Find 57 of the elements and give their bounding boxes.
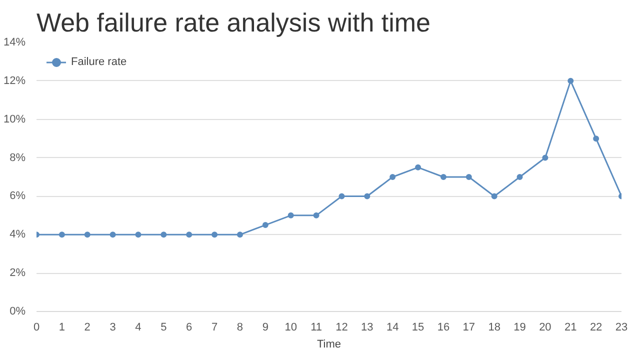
point (440, 174, 446, 180)
x-tick-label: 6 (186, 322, 192, 334)
x-tick-label: 22 (590, 322, 602, 334)
x-tick-label: 0 (33, 322, 40, 334)
legend-label: Failure rate (71, 56, 127, 68)
x-tick-label: 2 (84, 322, 90, 334)
x-tick-label: 17 (462, 322, 476, 334)
point (568, 78, 574, 84)
point (593, 136, 600, 142)
point (84, 232, 90, 238)
x-tick-label: 10 (284, 322, 297, 334)
x-tick-label: 12 (336, 322, 348, 334)
x-tick-label: 14 (386, 322, 399, 334)
x-tick-label: 8 (236, 322, 244, 334)
point (110, 232, 116, 238)
y-tick-label: 10% (3, 113, 26, 126)
x-tick-label: 1 (58, 322, 65, 334)
point (313, 212, 320, 218)
x-axis-title: Time (316, 338, 342, 350)
point (466, 174, 472, 180)
x-tick-label: 20 (539, 322, 552, 334)
x-tick-label: 21 (564, 322, 577, 334)
x-tick-label: 13 (361, 322, 374, 334)
x-tick-label: 19 (514, 322, 526, 334)
y-tick-label: 0% (10, 306, 26, 318)
x-tick-label: 9 (262, 322, 268, 334)
y-tick-label: 12% (3, 74, 26, 87)
point (288, 212, 294, 218)
x-tick-label: 16 (437, 322, 450, 334)
point (212, 232, 218, 238)
y-tick-label: 4% (10, 228, 26, 241)
x-tick-label: 11 (310, 322, 322, 334)
point (186, 232, 192, 238)
y-tick-label: 8% (10, 152, 26, 164)
x-tick-label: 7 (211, 322, 218, 334)
point (542, 154, 548, 161)
point (364, 193, 370, 200)
y-tick-label: 6% (10, 190, 26, 202)
x-tick-label: 15 (412, 322, 424, 334)
x-tick-label: 18 (488, 322, 500, 334)
x-tick-label: 4 (135, 322, 142, 334)
point (491, 193, 498, 200)
x-tick-label: 23 (615, 322, 628, 334)
x-tick-label: 5 (160, 322, 167, 334)
y-tick-label: 14% (3, 36, 26, 48)
point (160, 232, 167, 238)
point (262, 222, 268, 228)
point (390, 174, 396, 180)
point (58, 232, 65, 238)
point (338, 193, 345, 200)
point (415, 164, 422, 170)
point (236, 232, 243, 238)
x-tick-label: 3 (110, 322, 116, 334)
chart-title: Web failure rate analysis with time (36, 8, 431, 38)
point (135, 232, 142, 238)
point (516, 174, 523, 180)
y-tick-label: 2% (10, 267, 26, 280)
